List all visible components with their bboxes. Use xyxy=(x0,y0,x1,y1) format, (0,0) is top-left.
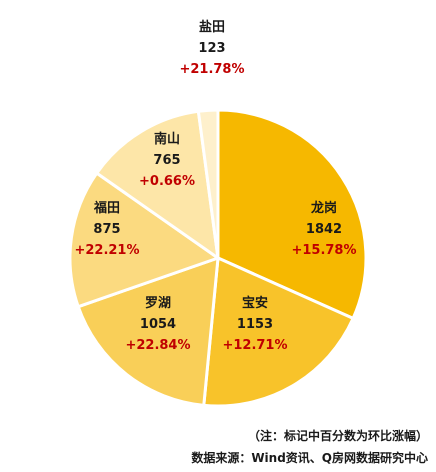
slice-label-change: +21.78% xyxy=(179,62,244,77)
slice-label-value: 875 xyxy=(93,222,120,237)
slice-label-name: 罗湖 xyxy=(145,296,171,311)
slice-label-change: +15.78% xyxy=(291,243,356,258)
pie-slice-5 xyxy=(95,109,220,260)
pie-chart: 龙岗 1842 +15.78% 宝安 1153 +12.71% 罗湖 1054 +22.84% 福… xyxy=(68,19,368,408)
source-note: 数据来源：Wind资讯、Q房网数据研究中心 xyxy=(191,451,428,465)
slice-label-name: 福田 xyxy=(93,200,120,216)
pie-slice-2 xyxy=(202,256,355,408)
slice-label-name: 龙岗 xyxy=(311,200,337,216)
slice-label-name: 南山 xyxy=(154,131,180,147)
slice-label-value: 1842 xyxy=(306,222,342,237)
pie-slice-4 xyxy=(68,171,220,309)
slice-label-value: 1054 xyxy=(140,317,176,332)
slice-label-value: 765 xyxy=(153,153,180,168)
slice-label-change: +22.21% xyxy=(74,243,139,258)
slice-label-value: 123 xyxy=(198,41,225,56)
annotation-note: （注：标记中百分数为环比涨幅） xyxy=(247,429,428,443)
slice-label-name: 宝安 xyxy=(242,295,268,311)
slice-label-name: 盐田 xyxy=(199,19,225,35)
pie-slice-1 xyxy=(216,108,368,320)
slice-label-change: +0.66% xyxy=(139,174,195,189)
slice-label-change: +22.84% xyxy=(125,338,190,353)
slice-label-value: 1153 xyxy=(237,317,273,332)
slice-label-change: +12.71% xyxy=(222,338,287,353)
pie-slice-6 xyxy=(196,108,220,260)
